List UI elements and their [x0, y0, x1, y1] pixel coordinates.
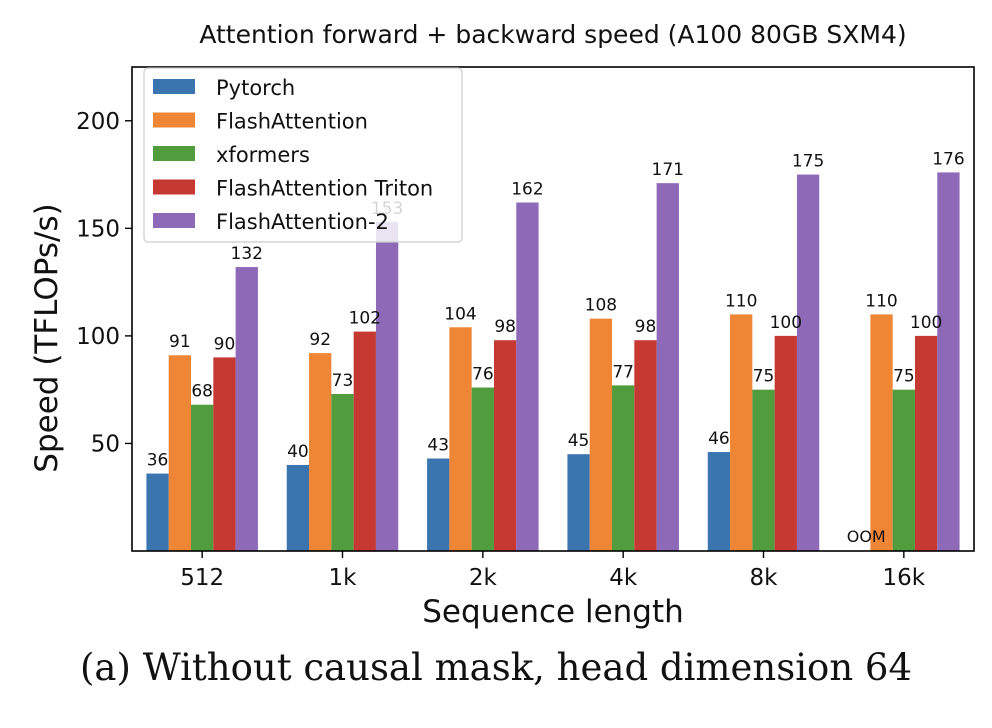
bar: [427, 458, 450, 551]
bar: [634, 340, 657, 551]
bar-value-label: 46: [708, 429, 730, 449]
bar-value-label: 104: [444, 304, 476, 324]
bar: [471, 387, 494, 551]
bar-value-label: 75: [893, 367, 915, 387]
bar: [796, 174, 820, 552]
bar: [752, 389, 775, 551]
bar: [656, 183, 679, 551]
bar-value-label: 90: [214, 334, 236, 354]
bar: [612, 385, 635, 551]
bar-value-label: 176: [932, 149, 964, 169]
x-tick-label: 512: [180, 565, 224, 591]
bar-value-label: 98: [635, 317, 657, 337]
legend-swatch: [153, 213, 195, 228]
bar: [567, 454, 590, 551]
legend-swatch: [153, 146, 195, 161]
x-tick-label: 16k: [883, 565, 926, 591]
bar-value-label: 76: [472, 365, 494, 385]
bar: [707, 452, 731, 551]
y-tick-label: 50: [91, 431, 120, 457]
legend: Pytorch FlashAttention xformers FlashAttent…: [143, 67, 463, 243]
bar-value-label: 92: [309, 330, 331, 350]
bar: [449, 327, 472, 551]
bar-value-label: 40: [287, 442, 309, 462]
y-tick-label: 200: [76, 109, 120, 135]
bar: [331, 393, 354, 551]
bar: [286, 464, 310, 551]
bar-value-label: 108: [585, 296, 617, 316]
x-tick-label: 1k: [329, 565, 358, 591]
bar-value-label: 162: [511, 180, 543, 200]
bar-value-label: 110: [865, 291, 897, 311]
bar: [191, 404, 214, 551]
legend-swatch: [153, 79, 195, 94]
bar: [730, 314, 753, 551]
bar-value-label: 100: [770, 313, 802, 333]
bar: [892, 389, 915, 551]
x-tick-label: 2k: [469, 565, 498, 591]
bar-value-label: 77: [612, 362, 634, 382]
bar-value-label: 171: [652, 160, 684, 180]
bar-value-label: 73: [332, 371, 354, 391]
bar: [937, 172, 960, 551]
bar-value-label: 45: [568, 431, 590, 451]
legend-label: Pytorch: [216, 76, 295, 100]
bar-value-label: 91: [169, 332, 191, 352]
bar-value-label: 100: [910, 313, 942, 333]
bar-value-label: 36: [147, 451, 169, 471]
bar: [235, 267, 258, 551]
bar: [774, 335, 797, 551]
bar: [168, 355, 192, 551]
x-tick-label: 4k: [609, 565, 638, 591]
bar-value-label: 68: [191, 382, 213, 402]
x-axis-label: Sequence length: [422, 594, 684, 630]
bar-value-label: 75: [753, 367, 775, 387]
y-axis-ticks: 50 100 150 200: [76, 109, 132, 457]
bar-value-label: 43: [427, 436, 449, 456]
bar-chart: Attention forward + backward speed (A100…: [29, 20, 975, 630]
legend-swatch: [153, 179, 195, 195]
plot-frame: [131, 66, 975, 552]
bar: [516, 202, 539, 551]
chart-title: Attention forward + backward speed (A100…: [199, 20, 906, 49]
bar-value-label: 175: [792, 152, 824, 172]
y-axis-label: Speed (TFLOPs/s): [29, 203, 65, 472]
oom-label: OOM: [847, 527, 886, 546]
x-axis-ticks: 512 1k 2k 4k 8k 16k: [180, 551, 926, 591]
bar-value-label: 98: [494, 317, 516, 337]
x-tick-label: 8k: [750, 565, 779, 591]
bar-value-label: 132: [231, 244, 263, 264]
bar: [213, 357, 236, 551]
bar: [914, 335, 938, 551]
bars: [146, 172, 960, 552]
legend-box: [143, 67, 463, 243]
bar-value-label: 110: [725, 291, 757, 311]
figure-caption: (a) Without causal mask, head dimension …: [80, 646, 912, 689]
bar: [870, 314, 893, 551]
legend-swatch: [153, 112, 195, 128]
bar-value-label: 102: [349, 309, 381, 329]
bar: [353, 331, 376, 551]
legend-label: FlashAttention-2: [216, 210, 389, 234]
bar: [146, 473, 169, 551]
bar: [589, 318, 613, 551]
bar: [493, 340, 517, 551]
bar: [309, 353, 332, 551]
y-tick-label: 150: [76, 216, 120, 242]
legend-label: xformers: [216, 143, 310, 167]
legend-label: FlashAttention Triton: [216, 177, 433, 201]
y-tick-label: 100: [76, 324, 120, 350]
legend-label: FlashAttention: [216, 110, 368, 134]
bar: [375, 221, 399, 551]
